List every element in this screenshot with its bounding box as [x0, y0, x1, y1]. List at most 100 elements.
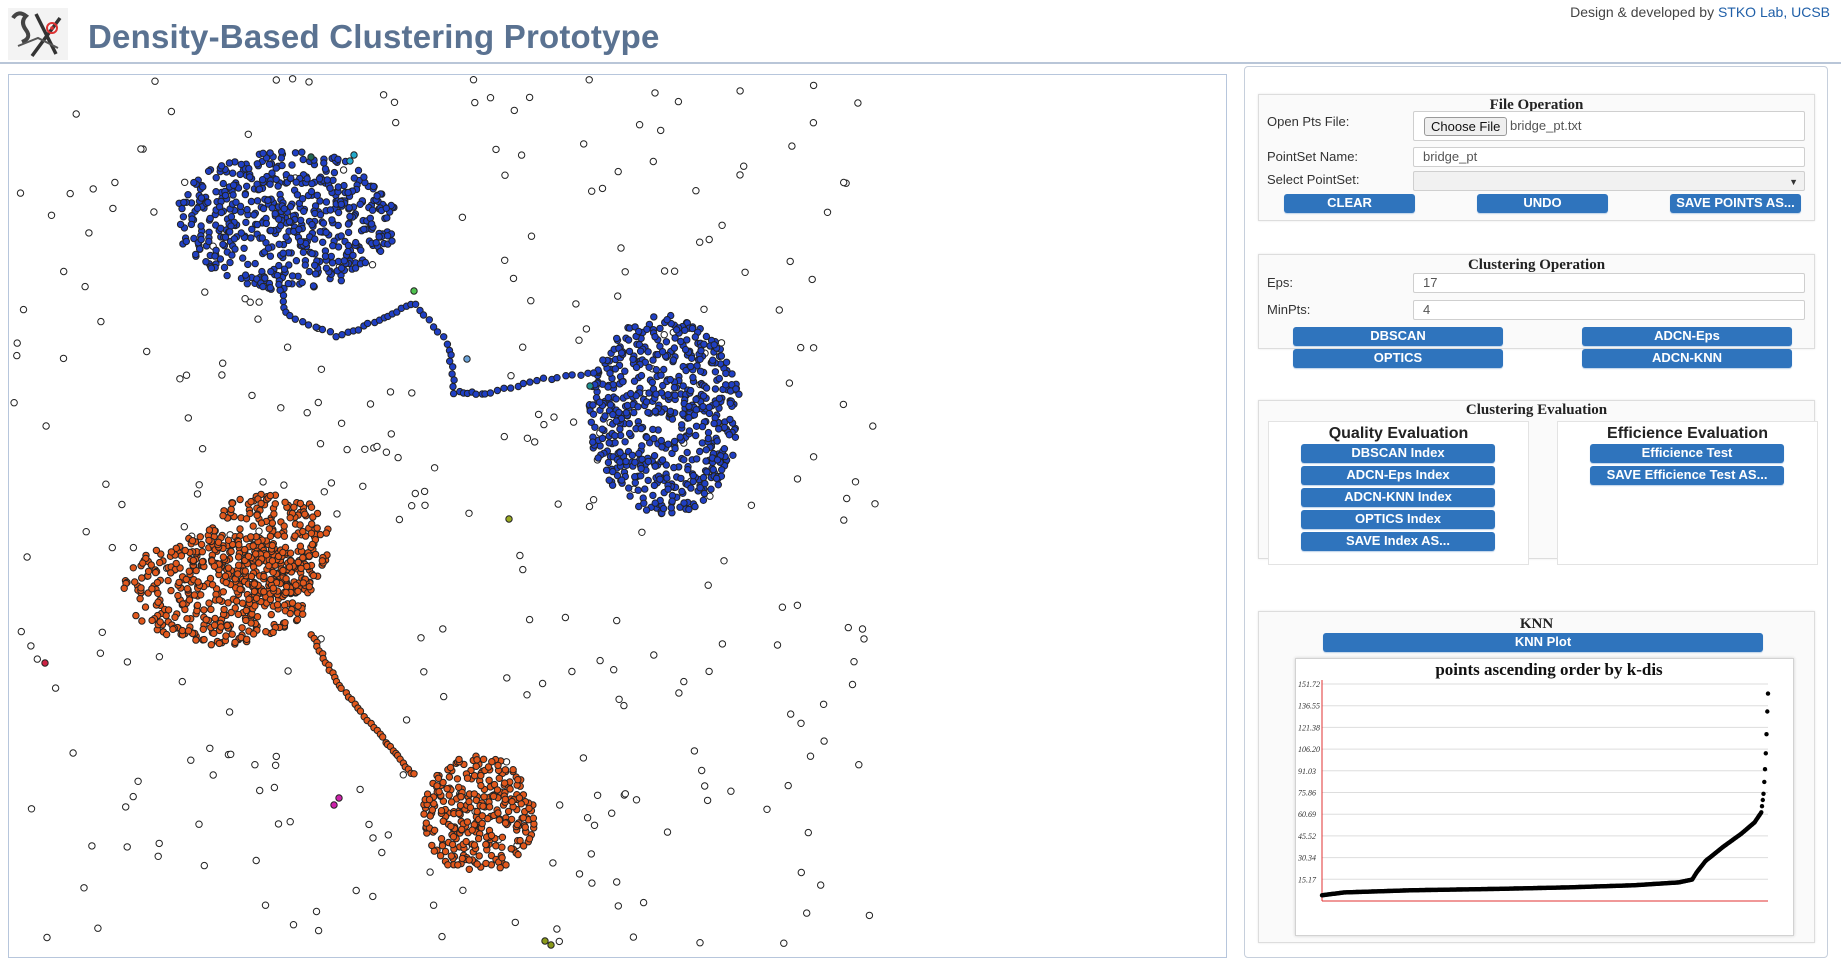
adcn-knn-button[interactable]: ADCN-KNN [1582, 349, 1792, 368]
cluster-point [153, 578, 162, 587]
cluster-point [299, 155, 307, 164]
dbscan-index-button[interactable]: DBSCAN Index [1301, 444, 1495, 463]
cluster-point [164, 606, 173, 614]
knn-plot-button[interactable]: KNN Plot [1323, 633, 1763, 652]
noise-point [741, 268, 749, 277]
choose-file-button[interactable]: Choose File [1424, 117, 1508, 136]
optics-button[interactable]: OPTICS [1293, 349, 1503, 368]
noise-point [167, 107, 176, 116]
cluster-point [296, 521, 304, 529]
cluster-point [299, 248, 308, 257]
cluster-point [670, 437, 679, 446]
cluster-point [444, 861, 452, 869]
noise-point [575, 870, 584, 878]
noise-point [111, 178, 119, 187]
cluster-point [589, 410, 598, 418]
points-plot[interactable] [9, 75, 1226, 957]
noise-point [620, 701, 628, 710]
cluster-point [226, 258, 234, 267]
cluster-point [670, 463, 678, 472]
cluster-point [562, 372, 570, 380]
noise-point [42, 422, 50, 430]
adcn-eps-button[interactable]: ADCN-Eps [1582, 327, 1792, 346]
cluster-point [477, 781, 485, 790]
cluster-point [651, 462, 659, 470]
clear-button[interactable]: CLEAR [1284, 194, 1415, 213]
adcn-eps-index-button[interactable]: ADCN-Eps Index [1301, 466, 1495, 485]
noise-point [704, 581, 712, 589]
noise-point [66, 189, 74, 198]
noise-point [327, 479, 336, 487]
efficiency-evaluation-title: Efficience Evaluation [1607, 425, 1768, 442]
save-points-button[interactable]: SAVE POINTS AS... [1670, 194, 1801, 213]
cluster-point [650, 313, 658, 321]
dbscan-button[interactable]: DBSCAN [1293, 327, 1503, 346]
undo-button[interactable]: UNDO [1477, 194, 1608, 213]
cluster-point [441, 847, 450, 856]
efficiency-test-button[interactable]: Efficience Test [1590, 444, 1784, 463]
save-efficiency-button[interactable]: SAVE Efficience Test AS... [1590, 466, 1784, 485]
cluster-point [449, 382, 457, 391]
cluster-point [700, 489, 709, 498]
cluster-point [235, 541, 243, 549]
cluster-point [685, 402, 693, 411]
cluster-point [187, 220, 196, 229]
cluster-point [192, 636, 200, 644]
cluster-point [687, 362, 695, 371]
noise-point [320, 488, 328, 496]
cluster-point [732, 385, 740, 393]
cluster-point [238, 599, 247, 607]
cluster-point [197, 235, 205, 244]
noise-point [819, 700, 828, 708]
adcn-knn-index-button[interactable]: ADCN-KNN Index [1301, 488, 1495, 507]
cluster-point [313, 191, 321, 200]
cluster-point [167, 548, 176, 556]
cluster-point [356, 707, 365, 715]
cluster-point [247, 497, 255, 506]
point-canvas[interactable] [8, 74, 1227, 958]
save-index-button[interactable]: SAVE Index AS... [1301, 532, 1495, 551]
cluster-point [281, 498, 289, 506]
cluster-point [482, 840, 490, 849]
cluster-point [383, 232, 392, 240]
noise-point [585, 502, 594, 511]
file-input[interactable]: Choose File bridge_pt.txt [1413, 111, 1805, 141]
cluster-point [484, 763, 493, 771]
noise-point [151, 77, 159, 85]
cluster-point [500, 384, 508, 392]
cluster-point [382, 204, 390, 213]
select-pointset-dropdown[interactable]: ▼ [1413, 171, 1805, 191]
cluster-point [473, 860, 481, 868]
cluster-point [265, 562, 273, 570]
cluster-point [220, 263, 229, 272]
cluster-point [533, 376, 541, 385]
credit-link[interactable]: STKO Lab, UCSB [1717, 4, 1830, 20]
noise-point [865, 911, 874, 920]
noise-point [851, 478, 860, 486]
cluster-point [259, 282, 267, 291]
cluster-point [221, 191, 230, 200]
noise-point [206, 744, 214, 752]
cluster-point [419, 311, 428, 319]
file-name: bridge_pt.txt [1510, 118, 1582, 133]
noise-point [549, 859, 557, 867]
cluster-point [174, 591, 182, 600]
cluster-point [373, 192, 381, 200]
cluster-point [138, 574, 146, 582]
cluster-point [629, 355, 637, 363]
cluster-point [529, 814, 538, 822]
eps-input[interactable]: 17 [1413, 273, 1805, 293]
noise-point [703, 796, 712, 805]
cluster-point [299, 554, 307, 562]
cluster-point [473, 807, 481, 816]
cluster-point [454, 861, 462, 869]
cluster-point [205, 536, 213, 545]
cluster-point [656, 324, 664, 333]
minpts-input[interactable]: 4 [1413, 300, 1805, 320]
cluster-point [284, 279, 292, 288]
cluster-point [668, 497, 676, 505]
pointset-name-input[interactable]: bridge_pt [1413, 147, 1805, 167]
cluster-point [601, 412, 609, 420]
cluster-point [447, 351, 455, 359]
optics-index-button[interactable]: OPTICS Index [1301, 510, 1495, 529]
